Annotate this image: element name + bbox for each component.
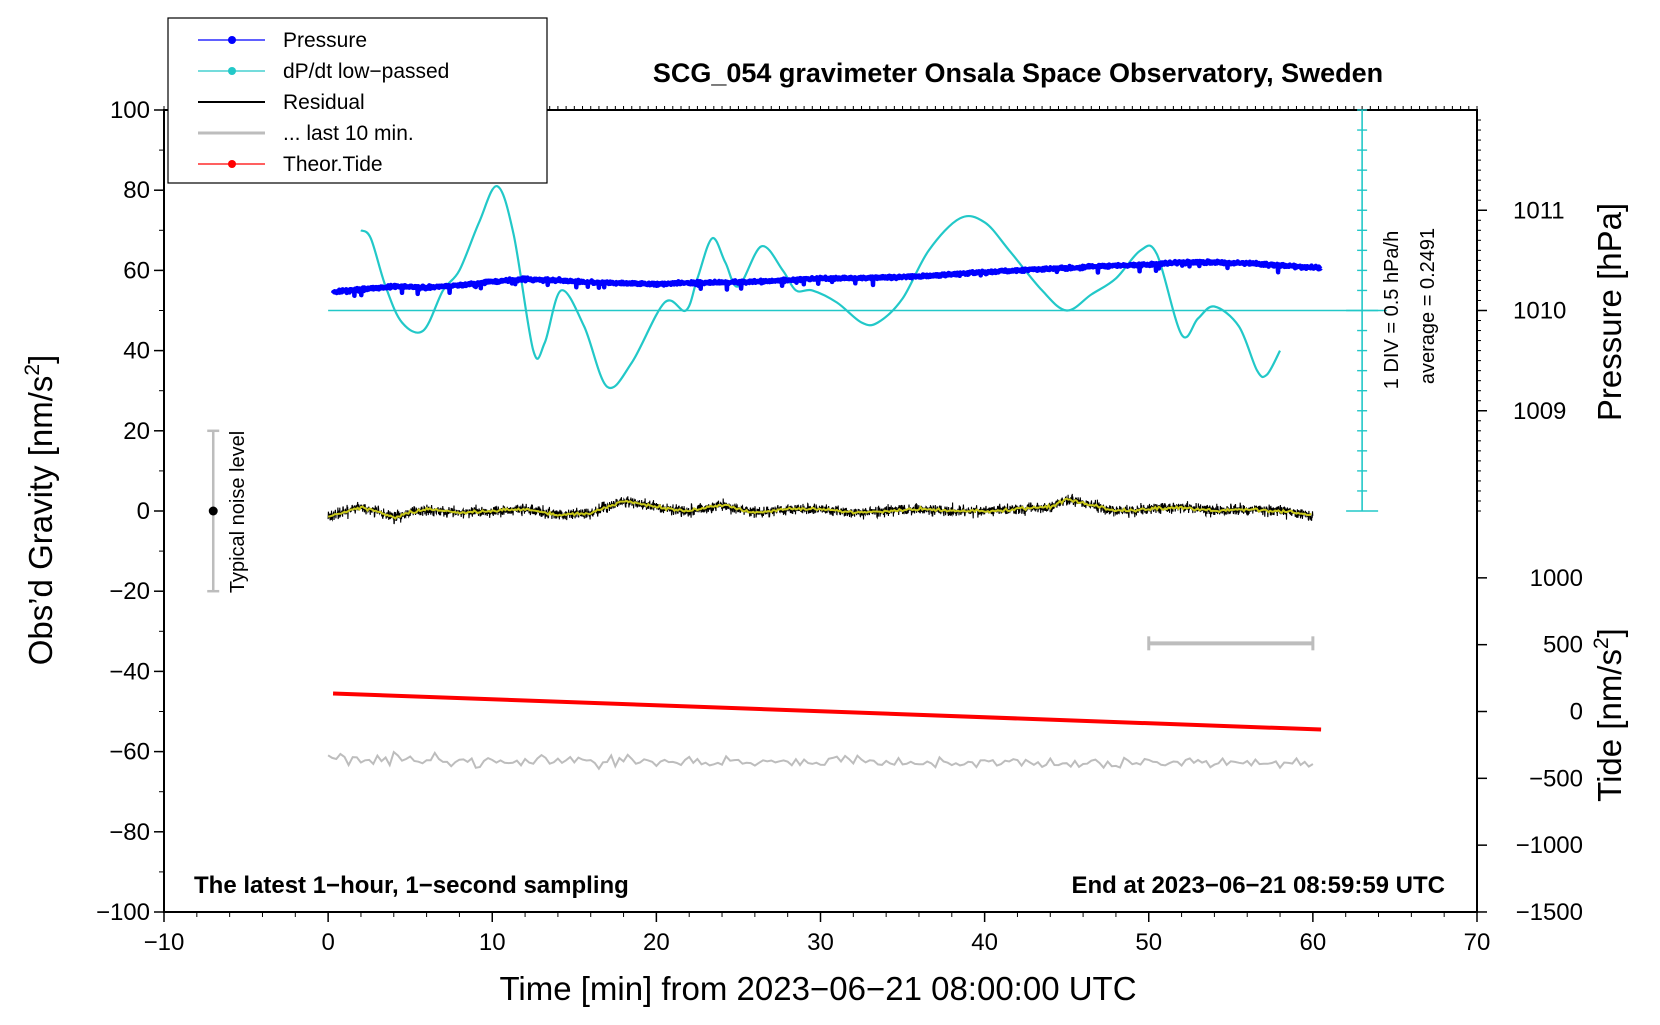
chart-title: SCG_054 gravimeter Onsala Space Observat…	[653, 58, 1383, 88]
x-tick-label: 0	[321, 929, 334, 956]
x-axis-title: Time [min] from 2023−06−21 08:00:00 UTC	[499, 970, 1136, 1007]
dpdt-line	[360, 185, 1281, 390]
y-tick-label: −20	[109, 578, 150, 605]
series-layer	[327, 185, 1387, 771]
legend-marker	[228, 160, 236, 168]
x-tick-label: −10	[144, 929, 185, 956]
tide-tick-label: −1500	[1516, 899, 1583, 926]
legend-label: Theor.Tide	[283, 153, 383, 176]
legend: Pressure dP/dt low−passed Residual ... last…	[167, 17, 548, 184]
x-tick-label: 10	[479, 929, 506, 956]
y-axis-title-left-sup: 2	[21, 364, 44, 376]
y-tick-label: 60	[123, 257, 150, 284]
legend-box	[167, 17, 548, 184]
legend-label: ... last 10 min.	[283, 122, 414, 145]
x-tick-label: 60	[1300, 929, 1327, 956]
ticks-layer: −10 0 10 20 30 40 50 60 70−100−80−60−40−20020406…	[96, 97, 1583, 956]
average-annotation: average = 0.2491	[1417, 228, 1439, 384]
y-tick-label: 20	[123, 418, 150, 445]
legend-label: dP/dt low−passed	[283, 60, 449, 83]
last-10min-line	[327, 750, 1314, 771]
legend-marker	[228, 67, 236, 75]
y-tick-label: −80	[109, 819, 150, 846]
tide-tick-label: 0	[1570, 699, 1583, 726]
legend-label: Pressure	[283, 29, 367, 52]
y-axis-title-tide-main: Tide [nm/s	[1591, 649, 1628, 802]
legend-label: Residual	[283, 91, 365, 114]
tide-tick-label: −1000	[1516, 832, 1583, 859]
y-axis-title-tide-sup: 2	[1590, 637, 1613, 649]
pressure-tick-label: 1010	[1513, 298, 1566, 325]
noise-label: Typical noise level	[227, 431, 249, 593]
x-tick-label: 30	[807, 929, 834, 956]
y-tick-label: −100	[96, 899, 150, 926]
y-tick-label: −60	[109, 739, 150, 766]
y-tick-label: 80	[123, 177, 150, 204]
tide-tick-label: 1000	[1530, 565, 1583, 592]
tide-tick-label: 500	[1543, 632, 1583, 659]
x-tick-label: 50	[1135, 929, 1162, 956]
y-tick-label: 40	[123, 338, 150, 365]
residual-smoothed-line	[327, 497, 1312, 520]
tide-tick-label: −500	[1529, 765, 1583, 792]
pressure-line	[330, 258, 1323, 298]
y-axis-title-left-main: Obs’d Gravity [nm/s	[22, 376, 59, 666]
noise-bar-center-dot	[208, 506, 218, 516]
x-tick-label: 70	[1464, 929, 1491, 956]
overlay-layer	[207, 109, 1379, 651]
pressure-tick-label: 1011	[1513, 197, 1565, 224]
x-tick-label: 40	[971, 929, 998, 956]
tide-line	[332, 691, 1322, 732]
y-axis-title-tide: Tide [nm/s2]	[1590, 628, 1628, 802]
y-axis-title-tide-end: ]	[1591, 628, 1628, 637]
y-tick-label: −40	[109, 658, 150, 685]
div-annotation: 1 DIV = 0.5 hPa/h	[1381, 231, 1403, 389]
y-axis-title-pressure: Pressure [hPa]	[1591, 203, 1628, 421]
x-tick-label: 20	[643, 929, 670, 956]
legend-marker	[228, 36, 236, 44]
y-tick-label: 0	[137, 498, 150, 525]
y-axis-title-left-end: ]	[22, 355, 59, 364]
y-tick-label: 100	[110, 97, 150, 124]
pressure-tick-label: 1009	[1513, 398, 1566, 425]
bottom-left-annotation: The latest 1−hour, 1−second sampling	[194, 872, 629, 899]
y-axis-title-left: Obs’d Gravity [nm/s2]	[21, 355, 59, 666]
bottom-right-annotation: End at 2023−06−21 08:59:59 UTC	[1071, 872, 1445, 899]
